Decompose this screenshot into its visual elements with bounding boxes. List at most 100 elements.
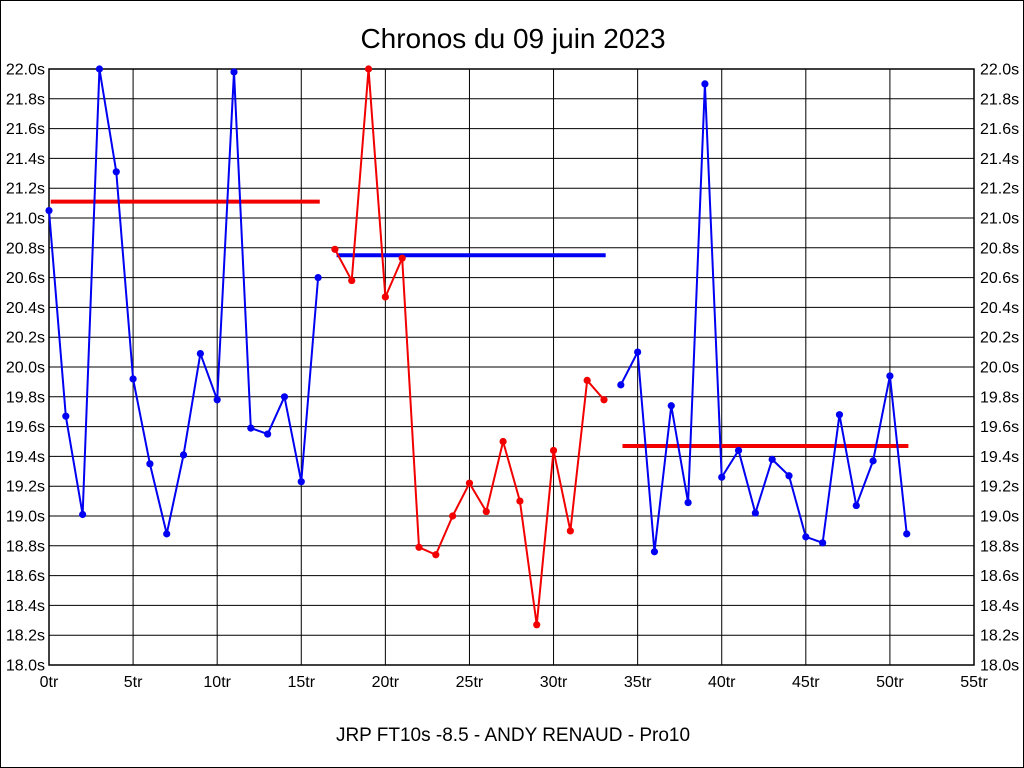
y-axis-tick-label-right: 21.4s	[980, 151, 1019, 168]
serie-3-bleue-point-marker	[835, 411, 844, 419]
y-axis-tick-label-left: 18.4s	[6, 598, 45, 615]
serie-2-rouge-point-marker	[364, 65, 373, 73]
serie-1-bleue-point-marker	[230, 68, 238, 76]
x-axis-tick-label: 10tr	[203, 674, 231, 691]
y-axis-tick-label-right: 21.6s	[980, 121, 1019, 138]
serie-2-rouge-point-marker	[398, 254, 406, 262]
serie-2-rouge-point-marker	[482, 507, 490, 516]
serie-3-bleue-point-marker	[684, 498, 692, 507]
y-axis-tick-label-left: 21.0s	[6, 211, 45, 228]
y-axis-tick-label-left: 19.8s	[6, 389, 45, 406]
serie-1-bleue-point-marker	[163, 530, 171, 538]
x-axis-tick-label: 25tr	[456, 674, 484, 691]
serie-3-bleue-point-marker	[617, 381, 625, 389]
serie-3-bleue-point-marker	[751, 509, 759, 517]
y-axis-tick-label-right: 19.4s	[980, 449, 1019, 466]
serie-2-rouge-point-marker	[415, 543, 423, 551]
axis-labels-layer: 0tr 5tr 10tr 15tr 20tr 25tr 30tr 35tr 40tr 45tr 50…	[6, 62, 1019, 692]
y-axis-tick-label-left: 19.6s	[6, 419, 45, 436]
serie-3-bleue-point-marker	[634, 348, 642, 356]
serie-3-bleue-point-marker	[701, 80, 709, 88]
serie-2-rouge-point-marker	[449, 512, 457, 520]
x-axis-tick-label: 45tr	[792, 674, 820, 691]
chart-title: Chronos du 09 juin 2023	[360, 23, 665, 54]
serie-1-bleue-point-marker	[213, 396, 221, 404]
serie-1-bleue-point-marker	[314, 274, 322, 282]
serie-2-rouge-point-marker	[499, 437, 507, 446]
y-axis-tick-label-right: 20.2s	[980, 330, 1019, 347]
y-axis-tick-label-right: 19.8s	[980, 389, 1019, 406]
x-axis-tick-label: 35tr	[624, 674, 652, 691]
serie-1-bleue-point-marker	[95, 65, 104, 73]
y-axis-tick-label-right: 18.0s	[980, 658, 1019, 675]
serie-3-bleue-line	[619, 82, 908, 553]
serie-1-bleue-point-marker	[45, 206, 53, 215]
serie-1-bleue-point-marker	[297, 478, 305, 486]
y-axis-tick-label-left: 19.2s	[6, 479, 45, 496]
serie-2-rouge-point-marker	[516, 497, 524, 505]
x-axis-tick-label: 5tr	[124, 674, 143, 691]
plot-border	[48, 68, 975, 666]
y-axis-tick-label-right: 18.6s	[980, 568, 1019, 585]
y-axis-tick-label-right: 18.4s	[980, 598, 1019, 615]
serie-3-bleue-point-marker	[718, 473, 726, 481]
serie-3-bleue-point-marker	[785, 472, 793, 480]
x-axis-tick-label: 50tr	[876, 674, 904, 691]
serie-3-bleue-point-marker	[869, 457, 877, 465]
y-axis-tick-label-right: 20.0s	[980, 360, 1019, 377]
x-axis-tick-label: 40tr	[708, 674, 736, 691]
serie-2-rouge-point-marker	[432, 551, 440, 559]
serie-3-bleue-point-marker	[903, 530, 911, 538]
serie-3-bleue-point-marker	[667, 402, 675, 410]
y-axis-tick-label-left: 18.0s	[6, 658, 45, 675]
y-axis-tick-label-right: 18.8s	[980, 538, 1019, 555]
y-axis-tick-label-right: 20.6s	[980, 270, 1019, 287]
y-axis-tick-label-left: 19.0s	[6, 509, 45, 526]
reference-lines-layer	[50, 199, 909, 448]
serie-2-rouge-point-marker	[348, 276, 356, 285]
x-axis-tick-label: 30tr	[540, 674, 568, 691]
y-axis-tick-label-left: 20.2s	[6, 330, 45, 347]
x-axis-tick-label: 15tr	[287, 674, 315, 691]
serie-1-bleue-point-marker	[79, 510, 87, 519]
series-layer	[45, 65, 911, 629]
y-axis-tick-label-right: 18.2s	[980, 628, 1019, 645]
y-axis-tick-label-left: 22.0s	[6, 62, 45, 79]
serie-1-bleue-point-marker	[280, 393, 289, 401]
y-axis-tick-label-left: 18.6s	[6, 568, 45, 585]
serie-1-bleue-point-marker	[129, 375, 137, 383]
serie-1-bleue-point-marker	[62, 412, 70, 420]
serie-3-bleue-point-marker	[819, 539, 827, 547]
y-axis-tick-label-left: 21.2s	[6, 181, 45, 198]
y-axis-tick-label-left: 21.8s	[6, 91, 45, 108]
serie-2-rouge-point-marker	[331, 245, 339, 253]
serie-1-bleue-point-marker	[264, 430, 272, 438]
x-axis-tick-label: 0tr	[40, 674, 59, 691]
y-axis-tick-label-right: 19.6s	[980, 419, 1019, 436]
y-axis-tick-label-right: 21.0s	[980, 211, 1019, 228]
y-axis-tick-label-left: 21.4s	[6, 151, 45, 168]
serie-1-bleue-point-marker	[146, 460, 154, 468]
serie-2-rouge-point-marker	[381, 293, 389, 301]
serie-1-bleue-point-marker	[112, 168, 120, 176]
y-axis-tick-label-left: 21.6s	[6, 121, 45, 138]
y-axis-tick-label-left: 20.0s	[6, 360, 45, 377]
serie-3-bleue-point-marker	[802, 533, 810, 541]
serie-1-bleue-point-marker	[179, 451, 188, 459]
serie-3-bleue-point-marker	[852, 501, 860, 510]
serie-3-bleue-point-marker	[886, 372, 894, 380]
grid-layer	[48, 68, 975, 666]
y-axis-tick-label-left: 18.8s	[6, 538, 45, 555]
serie-2-rouge-point-marker	[566, 527, 574, 535]
serie-1-bleue-point-marker	[247, 424, 255, 432]
y-axis-tick-label-right: 20.8s	[980, 240, 1019, 257]
y-axis-tick-label-left: 19.4s	[6, 449, 45, 466]
serie-2-rouge-point-marker	[583, 376, 591, 385]
y-axis-tick-label-right: 19.0s	[980, 509, 1019, 526]
chart-footer: JRP FT10s -8.5 - ANDY RENAUD - Pro10	[336, 725, 690, 746]
y-axis-tick-label-right: 21.8s	[980, 91, 1019, 108]
serie-2-rouge-point-marker	[600, 396, 608, 404]
serie-2-rouge-point-marker	[533, 621, 541, 629]
